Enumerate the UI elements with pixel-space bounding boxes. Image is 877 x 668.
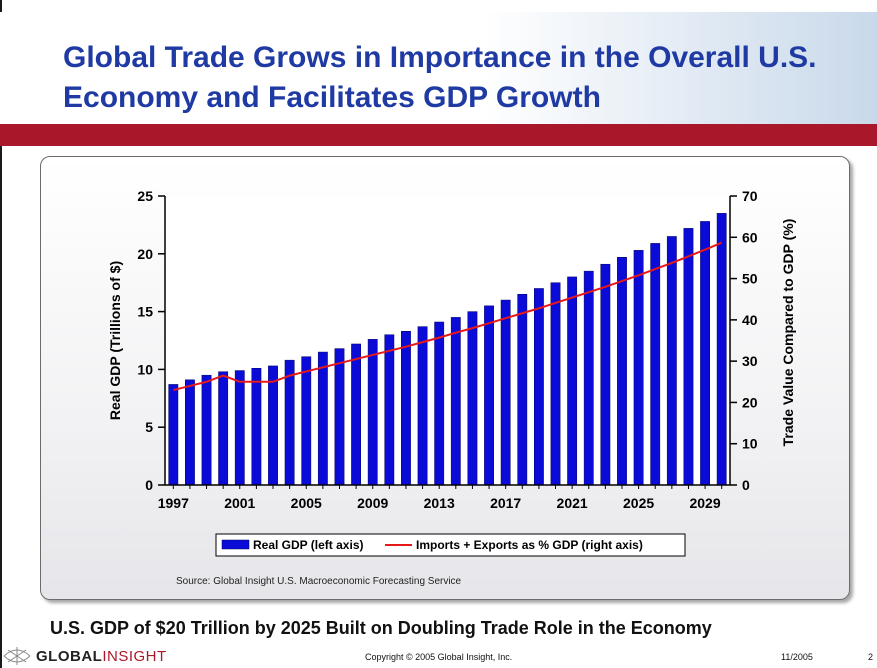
gdp-bar	[617, 257, 627, 486]
x-tick-label: 1997	[158, 495, 189, 511]
gdp-bar	[317, 351, 328, 486]
slide-header	[0, 12, 877, 124]
gdp-bar	[650, 243, 661, 486]
page-number: 2	[868, 652, 874, 662]
copyright-text: Copyright © 2005 Global Insight, Inc.	[365, 652, 513, 662]
gdp-bar	[583, 270, 594, 486]
gdp-bar	[334, 348, 345, 486]
legend-box	[215, 533, 686, 557]
title-divider-band	[0, 124, 877, 146]
gdp-bar	[417, 326, 428, 486]
gdp-bar	[185, 379, 195, 486]
gdp-bar	[268, 365, 278, 486]
gdp-bar	[500, 299, 511, 486]
right-tick-label: 30	[742, 353, 758, 369]
right-tick-label: 40	[742, 312, 758, 328]
gdp-bar	[450, 317, 461, 486]
gdp-bar	[284, 359, 295, 486]
logo-global-text: GLOBAL	[36, 647, 103, 665]
gdp-bar	[351, 343, 362, 486]
x-tick-label: 2025	[623, 495, 654, 511]
gdp-bar	[567, 276, 578, 486]
right-tick-label: 0	[742, 477, 750, 493]
left-tick-label: 25	[137, 188, 153, 204]
legend-swatch-bar	[221, 539, 250, 550]
slide-subtitle: U.S. GDP of $20 Trillion by 2025 Built o…	[50, 618, 712, 638]
gdp-bar	[533, 288, 544, 486]
global-insight-logo: GLOBAL INSIGHT	[2, 646, 167, 666]
gdp-bar	[434, 321, 445, 486]
footer-date: 11/2005	[781, 652, 813, 662]
gdp-bar	[168, 384, 179, 486]
gdp-bar	[234, 370, 245, 486]
right-tick-label: 10	[742, 436, 758, 452]
legend-label-gdp: Real GDP (left axis)	[253, 538, 363, 552]
left-axis-title: Real GDP (Trillions of $)	[107, 261, 123, 420]
gdp-bar	[716, 213, 727, 486]
right-axis-title: Trade Value Compared to GDP (%)	[780, 219, 796, 447]
gdp-bar	[301, 356, 312, 486]
slide-title: Global Trade Grows in Importance in the …	[63, 41, 817, 114]
slide-left-border	[0, 0, 2, 668]
gdp-bar	[251, 367, 262, 486]
left-tick-label: 15	[137, 304, 153, 320]
x-tick-label: 2029	[689, 495, 720, 511]
x-tick-label: 2017	[490, 495, 521, 511]
gdp-bar	[666, 236, 677, 486]
x-tick-label: 2001	[224, 495, 255, 511]
right-tick-label: 20	[742, 394, 758, 410]
gdp-bar	[517, 294, 528, 486]
right-tick-label: 50	[742, 271, 758, 287]
left-tick-label: 20	[137, 246, 153, 262]
gdp-bar	[384, 334, 395, 486]
gdp-bar	[401, 331, 411, 486]
logo-insight-text: INSIGHT	[102, 647, 167, 665]
gdp-bar	[600, 263, 611, 486]
x-tick-label: 2021	[557, 495, 588, 511]
right-tick-label: 60	[742, 229, 758, 245]
gdp-bar	[683, 228, 694, 486]
gdp-bar	[218, 371, 229, 486]
gdp-bar	[201, 374, 212, 486]
source-note: Source: Global Insight U.S. Macroeconomi…	[176, 576, 462, 587]
left-tick-label: 0	[145, 477, 153, 493]
x-tick-label: 2013	[424, 495, 455, 511]
globe-lines-icon	[3, 647, 31, 665]
left-tick-label: 5	[145, 419, 153, 435]
gdp-bar	[700, 221, 710, 486]
plot-area	[165, 196, 730, 485]
gdp-bar	[467, 311, 478, 486]
gdp-bar	[484, 305, 494, 486]
gdp-bar	[367, 339, 378, 486]
gdp-bar	[550, 282, 561, 486]
x-tick-label: 2005	[291, 495, 322, 511]
gdp-bar	[633, 250, 644, 486]
legend-label-trade: Imports + Exports as % GDP (right axis)	[416, 538, 643, 552]
left-tick-label: 10	[137, 361, 153, 377]
x-tick-label: 2009	[357, 495, 388, 511]
right-tick-label: 70	[742, 188, 758, 204]
trade-share-line	[173, 241, 723, 392]
